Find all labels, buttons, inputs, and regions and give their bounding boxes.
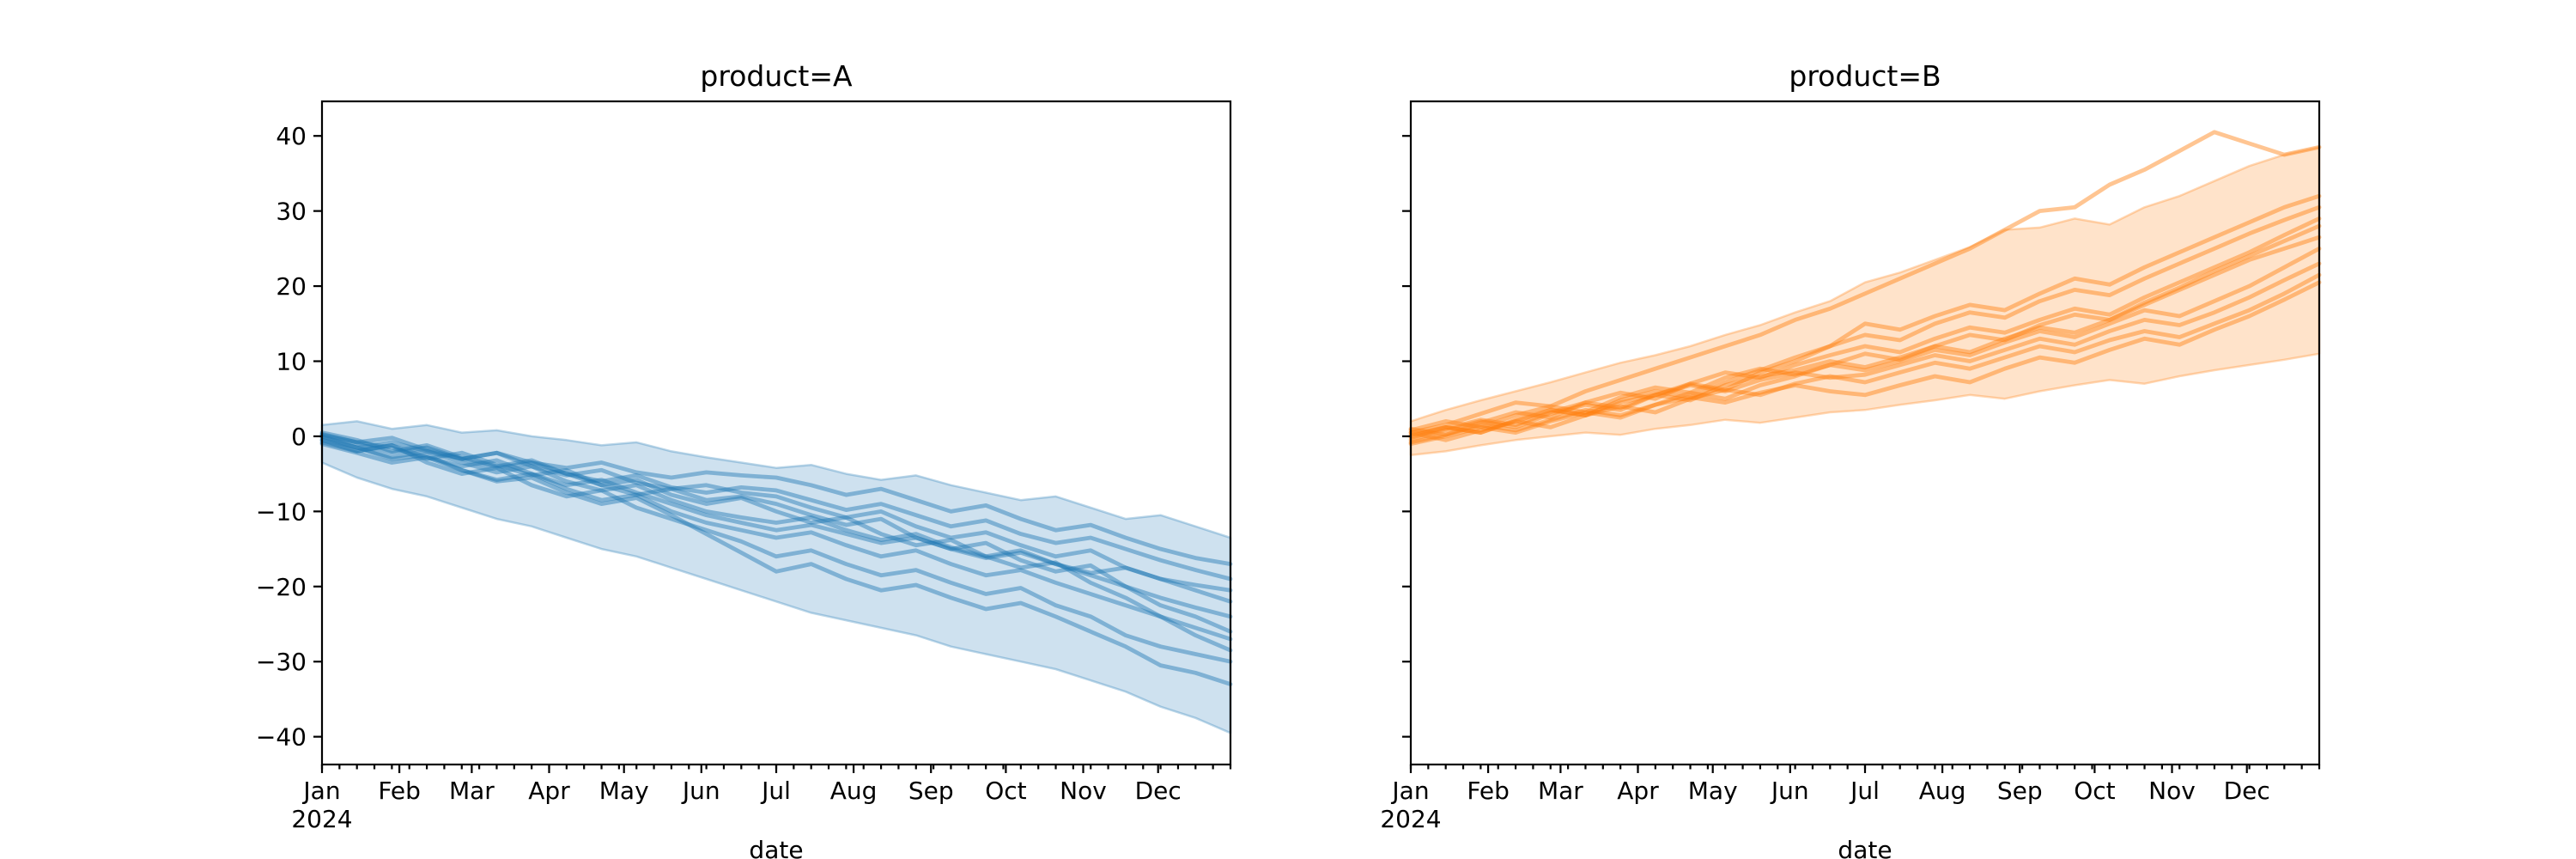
y-tick-label: −20 <box>256 573 307 601</box>
series-line-u03 <box>1408 204 2322 437</box>
series-line-u02 <box>319 437 1233 664</box>
y-tick-label: 10 <box>276 348 307 376</box>
series-line-u06 <box>1408 235 2322 439</box>
y-tick-label: 20 <box>276 272 307 301</box>
x-tick-label-nov: Nov <box>1060 777 1107 805</box>
x-tick-label-sep: Sep <box>908 777 954 805</box>
series-line-u01 <box>319 434 1233 686</box>
series-line-u09 <box>319 434 1233 582</box>
x-tick-label-apr: Apr <box>528 777 570 805</box>
x-tick-label-feb: Feb <box>1467 777 1510 805</box>
y-tick-label: 30 <box>276 198 307 226</box>
series-line-u10 <box>319 437 1233 566</box>
x-tick-label-jul: Jul <box>1849 777 1880 805</box>
x-tick-label-dec: Dec <box>1135 777 1182 805</box>
series-line-u08 <box>319 440 1233 593</box>
x-axis-year-label-b: 2024 <box>1380 805 1441 833</box>
y-tick-label: −10 <box>256 497 307 526</box>
tick-labels-a: Jan Feb Mar Apr May Jun Jul Aug Sep Oct Nov Dec 40 30… <box>256 122 1182 805</box>
series-line-u01 <box>1408 130 2322 436</box>
series-line-u08 <box>1408 261 2322 441</box>
x-tick-label-may: May <box>1688 777 1738 805</box>
x-tick-label-may: May <box>599 777 649 805</box>
y-tick-label: −30 <box>256 648 307 676</box>
subplot-b-title: product=B <box>1789 59 1941 93</box>
series-line-u03 <box>319 430 1233 653</box>
series-line-u07 <box>1408 246 2322 433</box>
series-line-u05 <box>1408 223 2322 447</box>
x-tick-label-sep: Sep <box>1997 777 2043 805</box>
x-tick-label-feb: Feb <box>378 777 421 805</box>
series-line-u10 <box>1408 280 2322 445</box>
series-line-u06 <box>319 436 1233 619</box>
y-tick-label: 0 <box>291 423 307 451</box>
series-line-u05 <box>319 432 1233 634</box>
x-tick-label-aug: Aug <box>1919 777 1966 805</box>
lines-layer-a <box>319 430 1233 686</box>
axes-spines-a <box>320 100 1232 766</box>
subplot-product-B: Jan Feb Mar Apr May Jun Jul Aug Sep Oct Nov Dec pro… <box>1380 59 2322 859</box>
x-tick-label-jun: Jun <box>681 777 720 805</box>
x-tick-label-jan: Jan <box>1390 777 1429 805</box>
x-tick-label-aug: Aug <box>830 777 878 805</box>
x-axis-label-a: date <box>749 836 803 859</box>
y-tick-label: 40 <box>276 122 307 150</box>
series-line-u02 <box>1408 193 2322 442</box>
series-line-u04 <box>319 442 1233 642</box>
x-tick-label-jul: Jul <box>760 777 791 805</box>
y-tick-label: −40 <box>256 723 307 752</box>
series-line-u04 <box>1408 216 2322 437</box>
x-tick-label-oct: Oct <box>2074 777 2115 805</box>
x-tick-label-oct: Oct <box>985 777 1026 805</box>
x-axis-year-label-a: 2024 <box>291 805 352 833</box>
lines-layer-b <box>1408 130 2322 447</box>
subplot-product-A: Jan Feb Mar Apr May Jun Jul Aug Sep Oct Nov Dec 40 30… <box>256 59 1233 859</box>
x-tick-label-dec: Dec <box>2224 777 2270 805</box>
series-line-u09 <box>1408 272 2322 442</box>
axes-spines-b <box>1409 100 2321 766</box>
x-axis-label-b: date <box>1838 836 1892 859</box>
x-tick-label-mar: Mar <box>449 777 495 805</box>
x-tick-label-mar: Mar <box>1538 777 1583 805</box>
subplot-a-title: product=A <box>700 59 853 93</box>
x-tick-label-apr: Apr <box>1617 777 1659 805</box>
series-line-u07 <box>319 431 1233 604</box>
x-tick-label-jun: Jun <box>1770 777 1809 805</box>
x-tick-label-jan: Jan <box>301 777 340 805</box>
x-tick-label-nov: Nov <box>2148 777 2196 805</box>
tick-labels-b: Jan Feb Mar Apr May Jun Jul Aug Sep Oct Nov Dec <box>1390 777 2269 805</box>
